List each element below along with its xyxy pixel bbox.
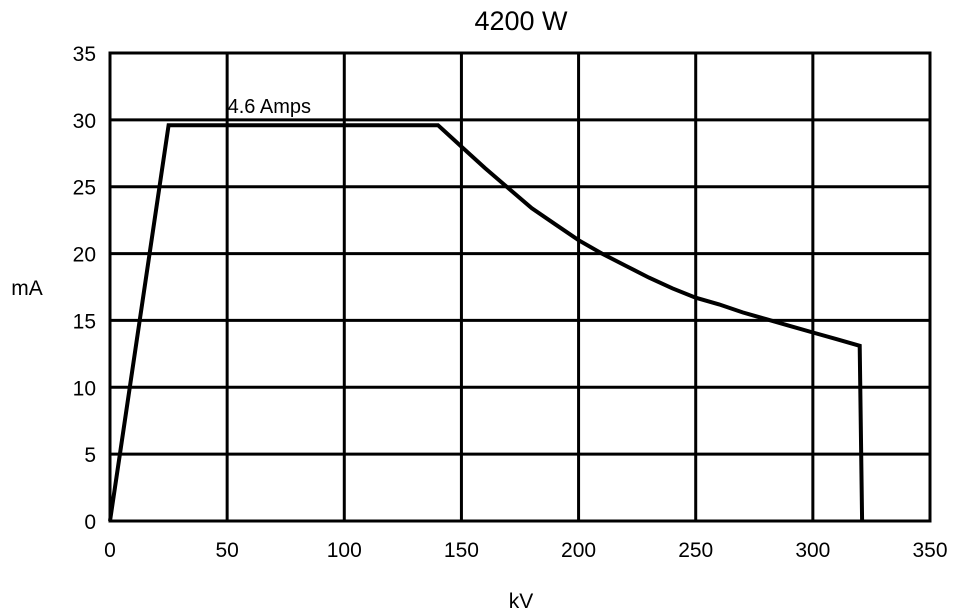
y-tick-label: 30: [73, 110, 96, 133]
plot-frame: [108, 51, 932, 523]
series-line: [108, 123, 865, 522]
annotations: 4.6 Amps: [228, 96, 311, 118]
x-tick-label: 100: [327, 539, 362, 562]
grid: [110, 53, 930, 521]
y-tick-label: 25: [73, 177, 96, 200]
y-axis-ticks: 0 5 10 15 20 25 30 35: [73, 43, 96, 534]
x-tick-label: 300: [795, 539, 830, 562]
y-axis-label: mA: [11, 277, 43, 300]
x-tick-label: 150: [444, 539, 479, 562]
y-tick-label: 20: [73, 244, 96, 267]
y-tick-label: 0: [84, 511, 96, 534]
y-tick-label: 35: [73, 43, 96, 66]
annotation-label: 4.6 Amps: [228, 96, 311, 118]
y-tick-label: 5: [84, 444, 96, 467]
x-tick-label: 350: [912, 539, 947, 562]
y-tick-label: 15: [73, 310, 96, 333]
y-tick-label: 10: [73, 377, 96, 400]
x-tick-label: 0: [104, 539, 116, 562]
chart-title: 4200 W: [474, 6, 568, 36]
x-tick-label: 250: [678, 539, 713, 562]
x-tick-label: 50: [215, 539, 238, 562]
x-axis-ticks: 0 50 100 150 200 250 300 350: [104, 539, 947, 562]
x-axis-label: kV: [509, 590, 534, 613]
x-tick-label: 200: [561, 539, 596, 562]
